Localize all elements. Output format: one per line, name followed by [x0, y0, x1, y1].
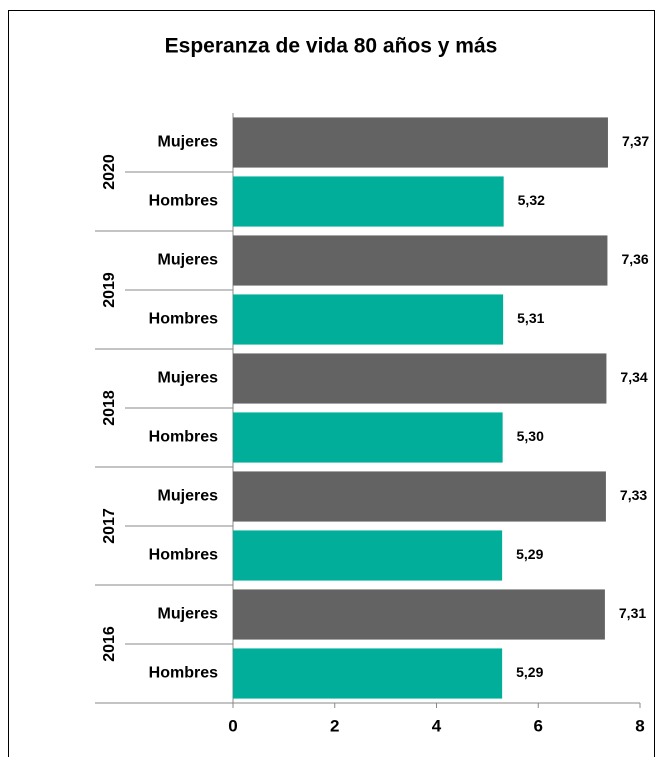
group-label: 2017: [101, 508, 118, 544]
category-label: Mujeres: [158, 134, 219, 151]
category-label: Mujeres: [158, 488, 219, 505]
bar: [233, 117, 608, 168]
group-label: 2019: [101, 272, 118, 308]
value-label: 7,34: [620, 369, 647, 385]
value-label: 5,31: [517, 310, 544, 326]
chart-title: Esperanza de vida 80 años y más: [165, 35, 498, 58]
bar: [233, 648, 503, 699]
category-label: Mujeres: [158, 370, 219, 387]
bar: [233, 412, 503, 463]
group-label: 2016: [101, 626, 118, 662]
x-tick-label: 0: [228, 716, 237, 735]
category-label: Hombres: [149, 311, 218, 328]
value-label: 7,36: [621, 251, 648, 267]
x-tick-label: 6: [534, 716, 543, 735]
value-label: 7,31: [619, 605, 646, 621]
category-label: Hombres: [149, 547, 218, 564]
category-label: Hombres: [149, 665, 218, 682]
bar: [233, 235, 608, 286]
value-label: 5,32: [518, 192, 545, 208]
bar: [233, 353, 607, 404]
category-label: Hombres: [149, 193, 218, 210]
bar: [233, 530, 503, 581]
value-label: 5,29: [516, 664, 543, 680]
value-label: 5,29: [516, 546, 543, 562]
category-label: Hombres: [149, 429, 218, 446]
value-label: 5,30: [517, 428, 544, 444]
bar: [233, 589, 605, 640]
group-label: 2018: [101, 390, 118, 426]
bar: [233, 294, 504, 345]
value-label: 7,37: [622, 133, 649, 149]
bar: [233, 176, 504, 227]
bar: [233, 471, 606, 522]
category-label: Mujeres: [158, 252, 219, 269]
x-tick-label: 4: [432, 716, 442, 735]
value-label: 7,33: [620, 487, 647, 503]
group-label: 2020: [101, 154, 118, 190]
x-tick-label: 2: [330, 716, 339, 735]
chart-border: [8, 10, 655, 762]
x-tick-label: 8: [635, 716, 644, 735]
category-label: Mujeres: [158, 606, 219, 623]
